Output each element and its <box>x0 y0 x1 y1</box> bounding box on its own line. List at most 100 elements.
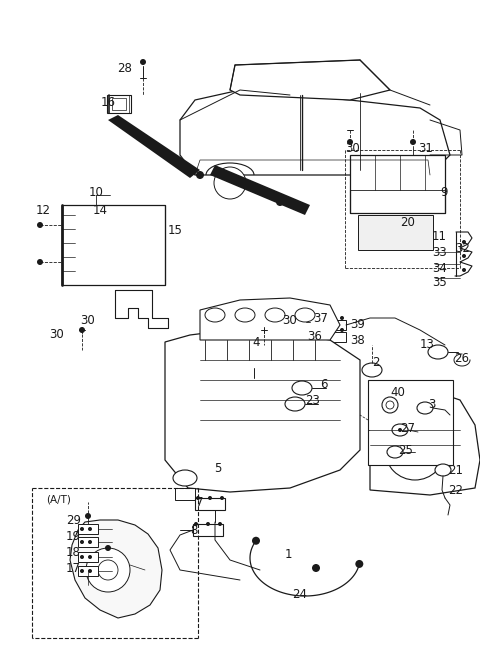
Polygon shape <box>70 520 162 618</box>
Text: 38: 38 <box>350 333 365 346</box>
Polygon shape <box>230 60 390 100</box>
Text: 13: 13 <box>420 338 435 352</box>
Circle shape <box>88 569 92 573</box>
Bar <box>78 524 98 534</box>
Circle shape <box>382 397 398 413</box>
Circle shape <box>398 428 402 432</box>
Circle shape <box>37 259 43 265</box>
Ellipse shape <box>435 464 451 476</box>
Circle shape <box>340 328 344 332</box>
Text: 4: 4 <box>252 335 260 348</box>
Text: 3: 3 <box>428 398 435 411</box>
Text: 28: 28 <box>117 62 132 75</box>
Text: 27: 27 <box>400 422 415 434</box>
Polygon shape <box>62 205 165 285</box>
Text: 39: 39 <box>350 319 365 331</box>
Text: 34: 34 <box>432 262 447 274</box>
Polygon shape <box>370 390 480 495</box>
Text: 24: 24 <box>292 588 308 602</box>
Circle shape <box>386 401 394 409</box>
Text: 16: 16 <box>101 96 116 110</box>
Circle shape <box>379 167 411 199</box>
Text: 40: 40 <box>390 386 405 400</box>
Circle shape <box>194 522 198 526</box>
Text: 26: 26 <box>454 352 469 365</box>
Circle shape <box>105 545 111 551</box>
Text: 23: 23 <box>305 394 320 407</box>
Circle shape <box>252 537 260 544</box>
Bar <box>330 332 346 342</box>
Circle shape <box>462 254 466 258</box>
Bar <box>368 380 453 465</box>
Bar <box>330 320 346 330</box>
Text: 30: 30 <box>345 142 360 155</box>
Text: 25: 25 <box>398 443 413 457</box>
Bar <box>358 215 433 250</box>
Circle shape <box>218 522 222 526</box>
Text: 2: 2 <box>372 356 380 369</box>
Ellipse shape <box>387 446 403 458</box>
Ellipse shape <box>173 470 197 486</box>
Text: 36: 36 <box>307 329 322 342</box>
Polygon shape <box>108 115 200 178</box>
Ellipse shape <box>285 397 305 411</box>
Circle shape <box>220 496 224 500</box>
Polygon shape <box>200 298 340 340</box>
Ellipse shape <box>265 308 285 322</box>
Circle shape <box>385 420 445 480</box>
Text: 29: 29 <box>66 514 81 527</box>
Circle shape <box>410 139 416 145</box>
Polygon shape <box>165 330 360 492</box>
Circle shape <box>98 560 118 580</box>
Circle shape <box>85 513 91 519</box>
Text: 19: 19 <box>66 531 81 544</box>
Text: 11: 11 <box>432 230 447 243</box>
Circle shape <box>311 306 315 310</box>
Ellipse shape <box>205 308 225 322</box>
Bar <box>107 95 131 113</box>
Circle shape <box>355 560 363 568</box>
Text: 20: 20 <box>400 216 415 228</box>
Ellipse shape <box>240 348 268 368</box>
Text: (A/T): (A/T) <box>46 495 71 505</box>
Circle shape <box>80 569 84 573</box>
Ellipse shape <box>428 345 448 359</box>
Circle shape <box>86 548 130 592</box>
Circle shape <box>340 316 344 320</box>
Bar <box>78 537 98 547</box>
Text: 22: 22 <box>448 483 463 497</box>
Circle shape <box>88 555 92 559</box>
Bar <box>193 524 223 536</box>
Circle shape <box>140 59 146 65</box>
Circle shape <box>462 268 466 272</box>
Text: 32: 32 <box>455 241 470 255</box>
Circle shape <box>400 435 430 465</box>
Text: 30: 30 <box>49 329 64 342</box>
Circle shape <box>214 167 246 199</box>
Text: 14: 14 <box>93 203 108 216</box>
Circle shape <box>37 222 43 228</box>
Bar <box>78 566 98 576</box>
Ellipse shape <box>235 308 255 322</box>
Circle shape <box>276 198 284 206</box>
Circle shape <box>196 496 200 500</box>
Ellipse shape <box>292 381 312 395</box>
Circle shape <box>80 540 84 544</box>
Bar <box>78 552 98 562</box>
Circle shape <box>88 527 92 531</box>
Text: 33: 33 <box>432 247 447 260</box>
Text: 5: 5 <box>214 462 222 474</box>
Text: 10: 10 <box>89 186 103 199</box>
Bar <box>175 488 195 500</box>
Text: 7: 7 <box>196 495 204 508</box>
Text: 12: 12 <box>36 203 51 216</box>
Text: 17: 17 <box>66 562 81 575</box>
Circle shape <box>208 496 212 500</box>
Ellipse shape <box>392 424 408 436</box>
Circle shape <box>196 171 204 179</box>
Circle shape <box>80 555 84 559</box>
Bar <box>195 498 225 510</box>
Bar <box>350 155 445 213</box>
Circle shape <box>79 327 85 333</box>
Text: 31: 31 <box>418 142 433 155</box>
